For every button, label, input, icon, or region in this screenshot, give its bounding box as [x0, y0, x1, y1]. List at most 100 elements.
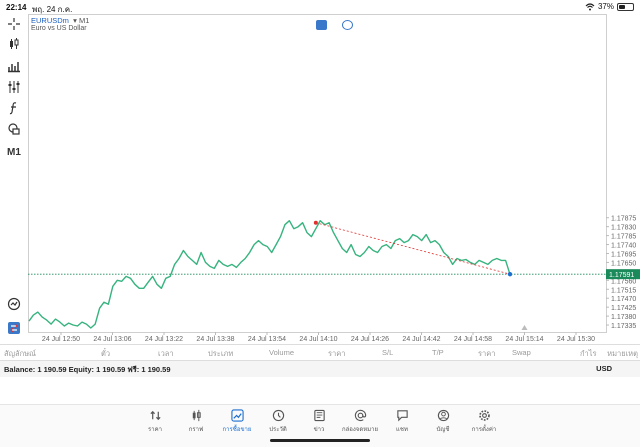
- status-time: 22:14: [6, 3, 27, 12]
- column-header[interactable]: Volume: [269, 348, 295, 357]
- y-tick-label: 1.17785: [611, 234, 636, 241]
- symbol-name: EURUSDm: [31, 16, 69, 25]
- column-header[interactable]: สัญลักษณ์: [4, 349, 37, 358]
- tab-account[interactable]: บัญชี: [423, 409, 463, 434]
- current-price-label: 1.17591: [609, 272, 634, 279]
- tab-label: ราคา: [148, 427, 162, 433]
- status-right: 37%: [585, 2, 634, 11]
- scroll-marker: [521, 325, 528, 330]
- tab-mailbox[interactable]: กล่องจดหมาย: [340, 409, 380, 434]
- tab-label: แชท: [396, 427, 408, 433]
- trade-close-marker: [507, 271, 513, 277]
- battery-icon: [617, 2, 634, 11]
- tab-label: การซื้อขาย: [222, 427, 252, 433]
- function-icon[interactable]: [5, 100, 23, 116]
- x-tick-label: 24 Jul 15:14: [505, 336, 543, 343]
- tab-history[interactable]: ประวัติ: [258, 409, 298, 434]
- mailbox-icon: [354, 409, 366, 422]
- price-chart[interactable]: 1.17875 1.17830 1.17785 1.17740 1.17695 1.176…: [28, 14, 640, 344]
- tab-trade-chart[interactable]: การซื้อขาย: [217, 409, 257, 434]
- balance-row: Balance: 1 190.59 Equity: 1 190.59 ฟรี: …: [0, 361, 640, 377]
- bars-icon[interactable]: [5, 58, 23, 74]
- tab-news[interactable]: ข่าว: [299, 409, 339, 434]
- column-header[interactable]: ประเภท: [208, 349, 234, 358]
- column-header[interactable]: หมายเหตุ: [607, 349, 638, 358]
- tab-label: กล่องจดหมาย: [341, 427, 379, 433]
- y-tick-label: 1.17515: [611, 287, 636, 294]
- y-tick-label: 1.17425: [611, 305, 636, 312]
- settings-icon: [478, 410, 490, 421]
- y-tick-label: 1.17830: [611, 225, 636, 232]
- divider: [0, 344, 640, 345]
- x-tick-label: 24 Jul 13:06: [93, 336, 131, 343]
- symbol-timeframe-value: M1: [78, 16, 90, 25]
- history-icon: [272, 409, 284, 422]
- status-date: พฤ. 24 ก.ค.: [32, 5, 73, 14]
- wifi-icon: [585, 2, 595, 10]
- account-icon: [437, 409, 449, 422]
- battery-percent: 37%: [597, 2, 614, 11]
- tab-settings[interactable]: การตั้งค่า: [464, 409, 504, 434]
- y-tick-label: 1.17380: [611, 314, 636, 321]
- y-tick-label: 1.17470: [611, 296, 636, 303]
- tab-label: บัญชี: [436, 427, 450, 433]
- x-tick-label: 24 Jul 14:26: [351, 336, 389, 343]
- tab-candles[interactable]: กราฟ: [176, 409, 216, 434]
- x-tick-label: 24 Jul 14:10: [299, 336, 337, 343]
- x-tick-label: 24 Jul 13:38: [196, 336, 234, 343]
- tab-sort-arrows[interactable]: ราคา: [135, 409, 175, 434]
- status-bar: 22:14 พฤ. 24 ก.ค. 37%: [0, 0, 640, 14]
- sort-arrows-icon: [149, 410, 161, 421]
- y-tick-label: 1.17335: [611, 323, 636, 330]
- y-tick-label: 1.17650: [611, 260, 636, 267]
- chart-symbol: EURUSDm ▾ M1: [31, 16, 89, 25]
- news-icon: [313, 409, 325, 422]
- tab-chat[interactable]: แชท: [382, 409, 422, 434]
- divider: [0, 360, 640, 361]
- x-tick-label: 24 Jul 12:50: [42, 336, 80, 343]
- column-header[interactable]: ราคา: [478, 349, 496, 358]
- y-tick-label: 1.17695: [611, 251, 636, 258]
- candles-icon: [192, 409, 201, 422]
- x-tick-label: 24 Jul 14:42: [402, 336, 440, 343]
- home-indicator: [270, 439, 370, 442]
- crosshair-icon[interactable]: [5, 16, 23, 32]
- x-tick-label: 24 Jul 15:30: [557, 336, 595, 343]
- column-header[interactable]: กำไร: [580, 349, 597, 358]
- column-header[interactable]: ตั๋ว: [101, 349, 111, 358]
- candles-icon[interactable]: [5, 36, 23, 52]
- balance-text: Balance: 1 190.59 Equity: 1 190.59 ฟรี: …: [4, 365, 171, 374]
- current-price-tag: [606, 269, 640, 280]
- one-click-buy-icon[interactable]: [316, 20, 327, 30]
- y-tick-label: 1.17560: [611, 278, 636, 285]
- plot-frame: [28, 14, 607, 333]
- balance-currency: USD: [596, 364, 612, 373]
- trade-chart-icon: [230, 409, 244, 422]
- column-header[interactable]: เวลา: [158, 349, 174, 358]
- one-click-sell-icon[interactable]: [342, 20, 353, 30]
- chart-toolbar: M1: [0, 14, 28, 344]
- x-tick-label: 24 Jul 14:58: [454, 336, 492, 343]
- timeframe-label[interactable]: M1: [7, 146, 21, 158]
- objects-icon[interactable]: [5, 121, 23, 137]
- x-tick-label: 24 Jul 13:22: [145, 336, 183, 343]
- column-header[interactable]: Swap: [512, 348, 531, 357]
- column-header[interactable]: T/P: [432, 348, 444, 357]
- y-tick-label: 1.17875: [611, 216, 636, 223]
- x-tick-label: 24 Jul 13:54: [248, 336, 286, 343]
- indicators-icon[interactable]: [5, 79, 23, 95]
- y-tick-label: 1.17740: [611, 243, 636, 250]
- symbol-description: Euro vs US Dollar: [31, 25, 87, 32]
- tab-label: ประวัติ: [269, 427, 287, 433]
- column-header[interactable]: ราคา: [328, 349, 346, 358]
- tab-label: กราฟ: [188, 427, 204, 433]
- tab-label: การตั้งค่า: [471, 427, 497, 433]
- symbol-timeframe: ▾ M1: [71, 16, 90, 25]
- clock-icon[interactable]: [5, 296, 23, 312]
- trade-columns: สัญลักษณ์ ตั๋ว เวลา ประเภท Volume ราคา S/L T/P ร…: [0, 344, 640, 360]
- column-header[interactable]: S/L: [382, 348, 394, 357]
- price-line: [28, 219, 511, 329]
- trade-icon[interactable]: [5, 320, 23, 336]
